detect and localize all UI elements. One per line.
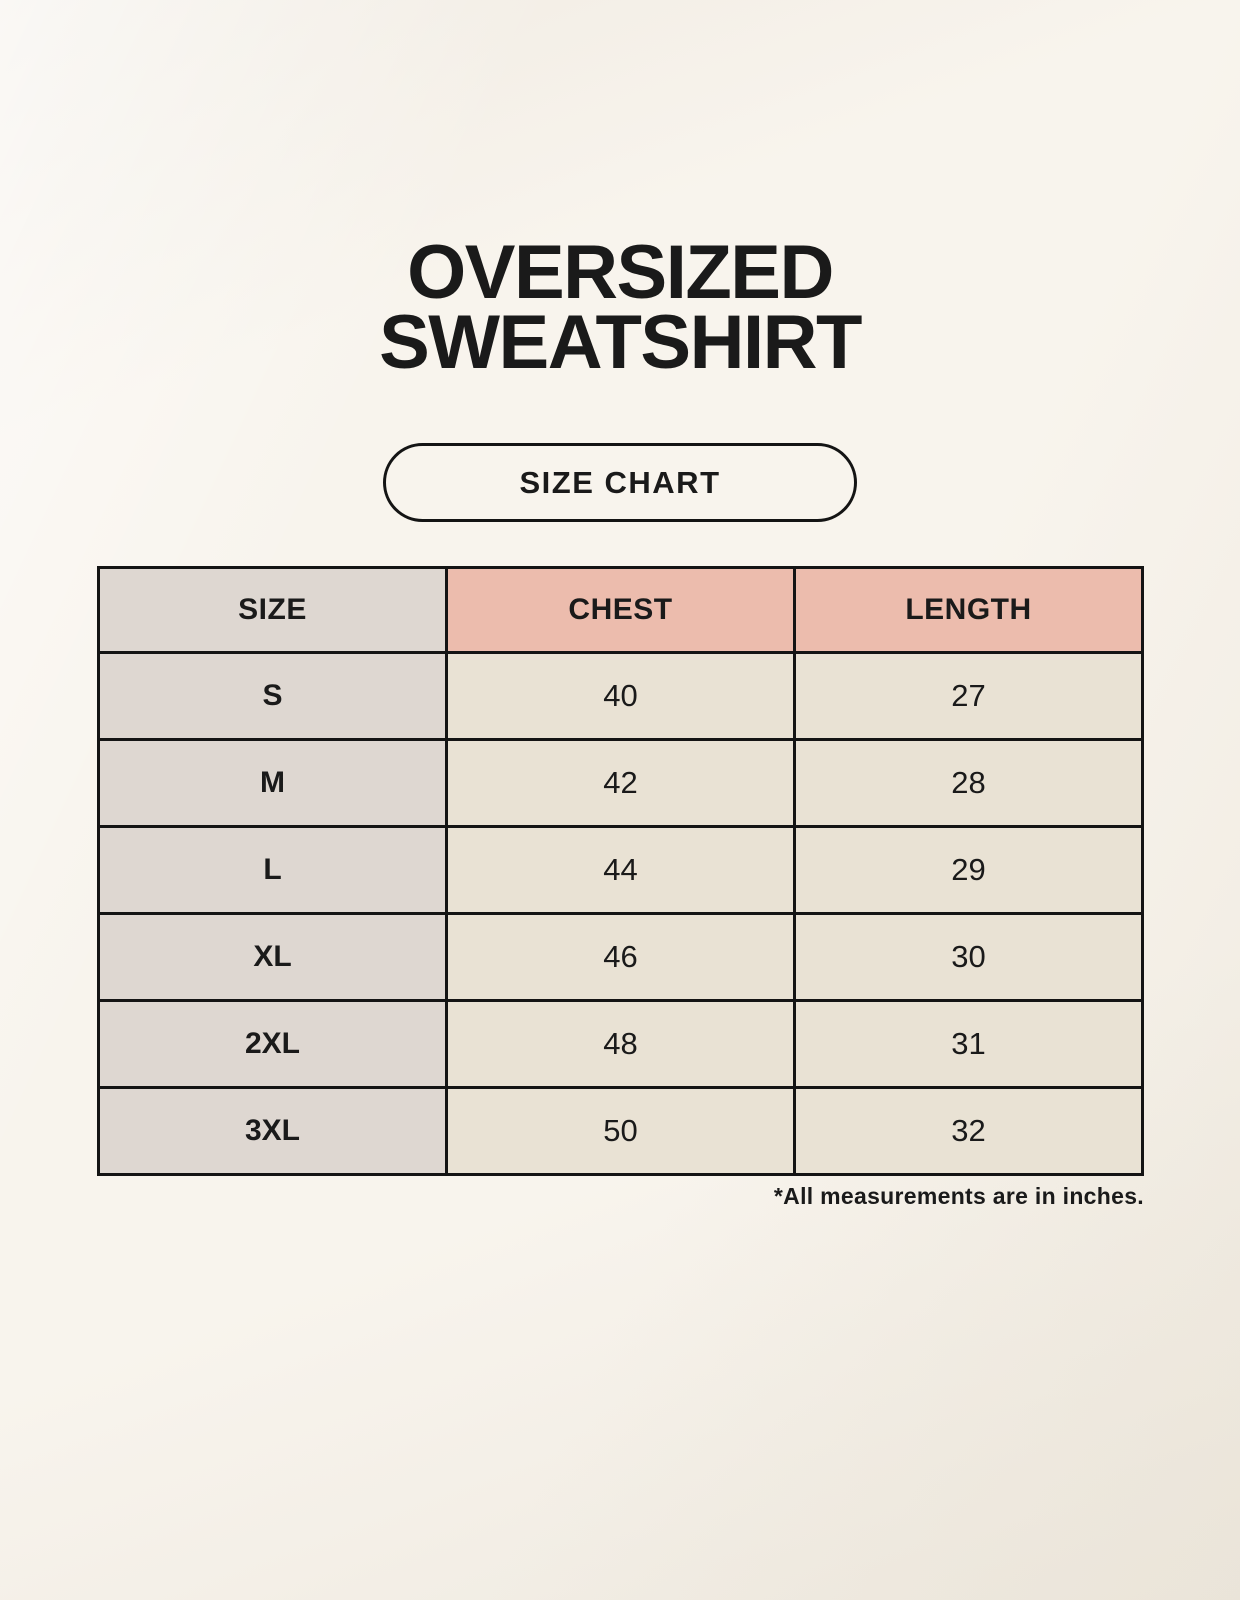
- chest-cell: 44: [445, 825, 796, 915]
- length-cell: 27: [793, 651, 1144, 741]
- length-cell: 30: [793, 912, 1144, 1002]
- size-table: SIZE CHEST LENGTH S 40 27 M 42 28 L 44 29 XL 46 30 2…: [97, 566, 1144, 1176]
- chest-cell: 50: [445, 1086, 796, 1176]
- product-title-line2: SWEATSHIRT: [379, 300, 862, 385]
- size-cell: 3XL: [97, 1086, 448, 1176]
- column-header-length: LENGTH: [793, 566, 1144, 654]
- table-row: M 42 28: [97, 738, 1144, 828]
- table-row: 3XL 50 32: [97, 1086, 1144, 1176]
- chest-cell: 40: [445, 651, 796, 741]
- table-row: 2XL 48 31: [97, 999, 1144, 1089]
- table-row: XL 46 30: [97, 912, 1144, 1002]
- measurements-footnote: *All measurements are in inches.: [773, 1183, 1144, 1209]
- length-cell: 31: [793, 999, 1144, 1089]
- size-cell: XL: [97, 912, 448, 1002]
- length-cell: 29: [793, 825, 1144, 915]
- length-cell: 32: [793, 1086, 1144, 1176]
- length-cell: 28: [793, 738, 1144, 828]
- table-row: L 44 29: [97, 825, 1144, 915]
- size-cell: S: [97, 651, 448, 741]
- column-header-chest: CHEST: [445, 566, 796, 654]
- product-title: OVERSIZED SWEATSHIRT: [0, 230, 1240, 385]
- column-header-size: SIZE: [97, 566, 448, 654]
- size-cell: 2XL: [97, 999, 448, 1089]
- table-row: S 40 27: [97, 651, 1144, 741]
- chest-cell: 48: [445, 999, 796, 1089]
- size-cell: M: [97, 738, 448, 828]
- table-header-row: SIZE CHEST LENGTH: [97, 566, 1144, 654]
- size-cell: L: [97, 825, 448, 915]
- size-table-body: S 40 27 M 42 28 L 44 29 XL 46 30 2XL 48 31 3XL 50 32: [97, 651, 1144, 1176]
- chest-cell: 46: [445, 912, 796, 1002]
- chest-cell: 42: [445, 738, 796, 828]
- size-chart-button[interactable]: SIZE CHART: [383, 443, 857, 522]
- product-title-line1: OVERSIZED: [407, 230, 834, 315]
